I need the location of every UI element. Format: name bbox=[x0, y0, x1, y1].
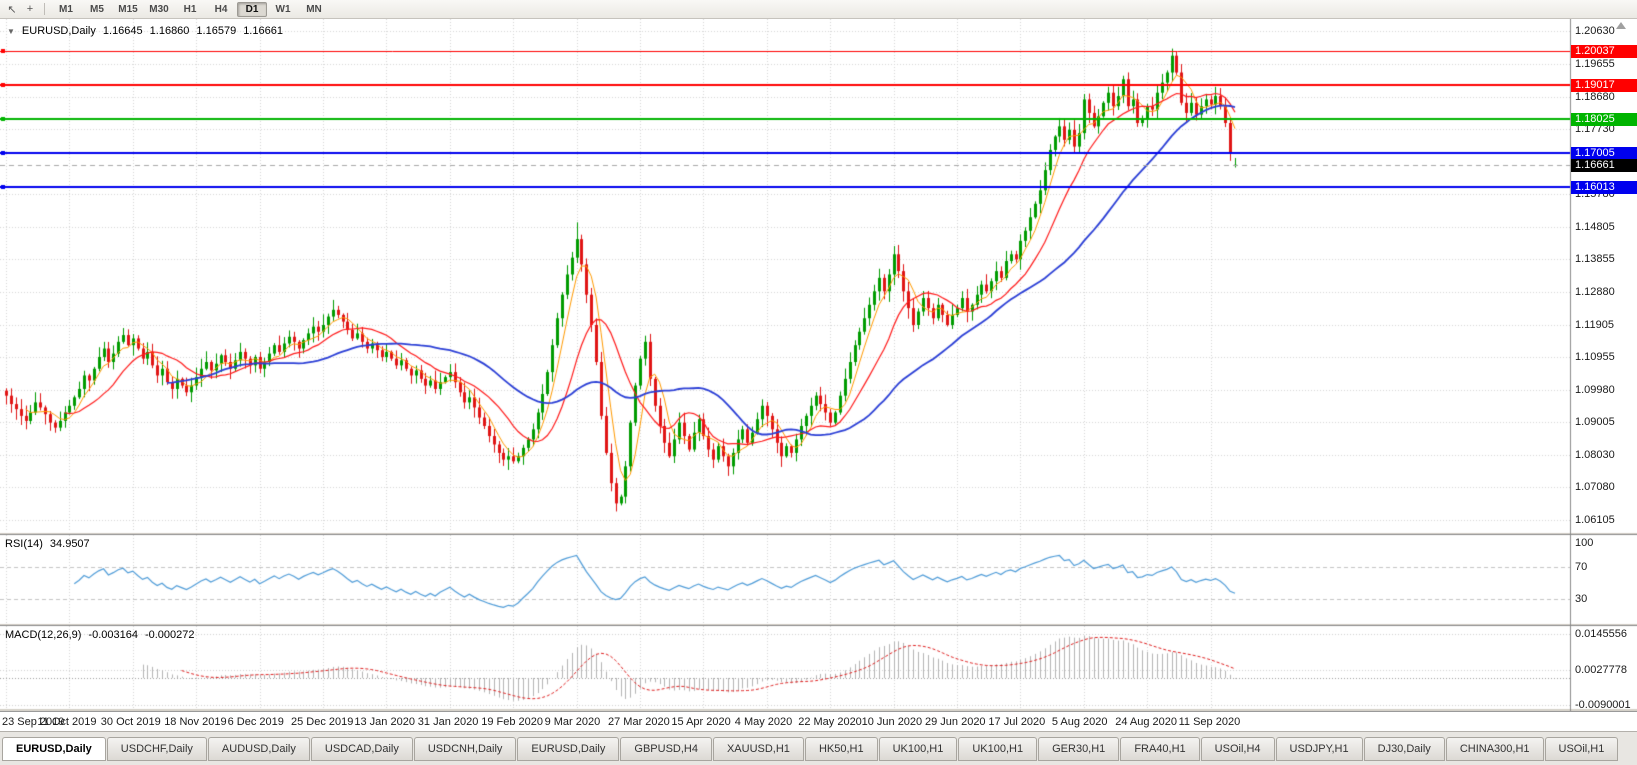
timeframe-w1-button[interactable]: W1 bbox=[275, 3, 291, 15]
price-tick-label: 1.18680 bbox=[1575, 90, 1615, 103]
chart-tab-eurusd-daily[interactable]: EURUSD,Daily bbox=[2, 736, 106, 761]
chart-tab-uk100-h1[interactable]: UK100,H1 bbox=[958, 736, 1038, 761]
price-tick-label: 1.10955 bbox=[1575, 350, 1615, 363]
date-tick-label: 29 Jun 2020 bbox=[925, 716, 986, 728]
price-tick-label: 1.13855 bbox=[1575, 253, 1615, 266]
date-tick-label: 4 May 2020 bbox=[734, 716, 793, 728]
ohlc-open-value: 1.16645 bbox=[102, 25, 143, 37]
timeframe-mn-button[interactable]: MN bbox=[306, 3, 322, 15]
date-tick-label: 31 Jan 2020 bbox=[417, 716, 479, 728]
timeframe-h1-button[interactable]: H1 bbox=[183, 3, 197, 15]
timeframe-m1-button[interactable]: M1 bbox=[59, 3, 73, 15]
chart-tab-usdcad-daily[interactable]: USDCAD,Daily bbox=[310, 736, 413, 761]
hline-price-flag: 1.16013 bbox=[1571, 180, 1637, 194]
rsi-value: 34.9507 bbox=[49, 538, 90, 550]
date-tick-label: 23 Sep 2019 bbox=[2, 716, 65, 728]
macd-indicator-label: MACD(12,26,9) -0.003164 -0.000272 bbox=[5, 629, 195, 641]
time-axis[interactable]: 23 Sep 2019 11 Oct 2019 30 Oct 2019 18 Nov … bbox=[0, 711, 1637, 731]
timeframe-d1-button[interactable]: D1 bbox=[237, 1, 267, 17]
chart-tab-gbpusd-h4[interactable]: GBPUSD,H4 bbox=[620, 736, 712, 761]
chart-tab-usdcnh-daily[interactable]: USDCNH,Daily bbox=[413, 736, 517, 761]
hline-price-flag: 1.19017 bbox=[1571, 79, 1637, 93]
price-tick-label: 1.11905 bbox=[1575, 318, 1614, 331]
hline-price-flag: 1.18025 bbox=[1571, 112, 1637, 126]
macd-tick-label: 0.0027778 bbox=[1575, 663, 1627, 676]
ohlc-close-value: 1.16661 bbox=[243, 25, 283, 37]
date-tick-label: 6 Dec 2019 bbox=[227, 716, 284, 728]
date-tick-label: 22 May 2020 bbox=[798, 716, 862, 728]
date-tick-label: 11 Oct 2019 bbox=[37, 716, 97, 728]
date-tick-label: 24 Aug 2020 bbox=[1115, 716, 1177, 728]
date-tick-label: 10 Jun 2020 bbox=[861, 716, 923, 728]
date-tick-label: 5 Aug 2020 bbox=[1051, 716, 1108, 728]
chart-tab-usoil-h4[interactable]: USOil,H4 bbox=[1200, 736, 1275, 761]
chart-tab-bar: EURUSD,Daily USDCHF,Daily AUDUSD,Daily USDC… bbox=[0, 731, 1637, 765]
rsi-tick-label: 30 bbox=[1575, 593, 1588, 605]
crosshair-icon[interactable]: + bbox=[26, 3, 34, 15]
rsi-indicator-label: RSI(14) 34.9507 bbox=[5, 538, 90, 550]
hline-price-flag: 1.17005 bbox=[1571, 147, 1637, 161]
macd-title: MACD(12,26,9) bbox=[5, 629, 82, 641]
chart-info: ▼ EURUSD,Daily 1.16645 1.16860 1.16579 1… bbox=[7, 25, 283, 37]
date-tick-label: 25 Dec 2019 bbox=[291, 716, 354, 728]
ohlc-high-value: 1.16860 bbox=[149, 25, 190, 37]
chart-tab-xauusd-h1[interactable]: XAUUSD,H1 bbox=[712, 736, 804, 761]
cursor-icon[interactable]: ↖ bbox=[7, 3, 17, 16]
price-tick-label: 1.09980 bbox=[1575, 383, 1615, 396]
chart-area: ▼ EURUSD,Daily 1.16645 1.16860 1.16579 1… bbox=[0, 19, 1637, 711]
price-tick-label: 1.07080 bbox=[1575, 481, 1615, 494]
date-tick-label: 15 Apr 2020 bbox=[671, 716, 731, 728]
current-price-flag: 1.16661 bbox=[1571, 158, 1637, 172]
chart-tab-fra40-h1[interactable]: FRA40,H1 bbox=[1120, 736, 1200, 761]
price-tick-label: 1.06105 bbox=[1575, 514, 1615, 527]
rsi-tick-label: 100 bbox=[1575, 537, 1594, 549]
rsi-tick-label: 70 bbox=[1575, 561, 1588, 573]
chart-tab-uk100-h1[interactable]: UK100,H1 bbox=[878, 736, 958, 761]
date-tick-label: 27 Mar 2020 bbox=[608, 716, 670, 728]
timeframe-buttons: M1 M5 M15 M30 H1 H4 D1 W1 MN bbox=[51, 1, 330, 17]
date-tick-label: 13 Jan 2020 bbox=[354, 716, 415, 728]
price-tick-label: 1.20630 bbox=[1575, 25, 1615, 38]
chart-tab-ger30-h1[interactable]: GER30,H1 bbox=[1038, 736, 1120, 761]
price-tick-label: 1.09005 bbox=[1575, 416, 1615, 429]
date-tick-label: 17 Jul 2020 bbox=[988, 716, 1046, 728]
chart-tab-usoil-h1[interactable]: USOil,H1 bbox=[1544, 736, 1619, 761]
hline-price-flag: 1.20037 bbox=[1571, 45, 1637, 59]
timeframe-m5-button[interactable]: M5 bbox=[90, 3, 104, 15]
chart-tab-eurusd-daily[interactable]: EURUSD,Daily bbox=[517, 736, 620, 761]
chart-tab-dj30-daily[interactable]: DJ30,Daily bbox=[1363, 736, 1445, 761]
macd-main-value: -0.003164 bbox=[88, 629, 138, 641]
macd-tick-label: 0.0145556 bbox=[1575, 628, 1627, 641]
price-tick-label: 1.08030 bbox=[1575, 449, 1615, 462]
date-tick-label: 9 Mar 2020 bbox=[544, 716, 601, 728]
price-chart-canvas[interactable] bbox=[0, 19, 1637, 711]
chart-tab-audusd-daily[interactable]: AUDUSD,Daily bbox=[207, 736, 310, 761]
date-tick-label: 18 Nov 2019 bbox=[164, 716, 227, 728]
toolbar-separator bbox=[44, 3, 45, 15]
timeframe-toolbar: ↖ + M1 M5 M15 M30 H1 H4 D1 W1 MN bbox=[0, 0, 1637, 19]
date-tick-label: 30 Oct 2019 bbox=[100, 716, 161, 728]
macd-signal-value: -0.000272 bbox=[144, 629, 195, 641]
date-tick-label: 11 Sep 2020 bbox=[1178, 716, 1241, 728]
timeframe-m15-button[interactable]: M15 bbox=[118, 3, 138, 15]
chart-tab-china300-h1[interactable]: CHINA300,H1 bbox=[1445, 736, 1544, 761]
collapse-chart-icon[interactable]: ▼ bbox=[7, 26, 15, 36]
timeframe-m30-button[interactable]: M30 bbox=[149, 3, 169, 15]
ohlc-low-value: 1.16579 bbox=[196, 25, 237, 37]
price-tick-label: 1.12880 bbox=[1575, 285, 1615, 298]
macd-tick-label: -0.0090001 bbox=[1575, 699, 1631, 712]
price-tick-label: 1.14805 bbox=[1575, 221, 1615, 234]
symbol-period-label: EURUSD,Daily bbox=[21, 25, 96, 37]
chart-shift-marker[interactable] bbox=[1616, 22, 1626, 29]
price-tick-label: 1.19655 bbox=[1575, 57, 1615, 70]
rsi-title: RSI(14) bbox=[5, 538, 43, 550]
chart-tab-usdjpy-h1[interactable]: USDJPY,H1 bbox=[1275, 736, 1363, 761]
date-tick-label: 19 Feb 2020 bbox=[481, 716, 543, 728]
chart-tab-usdchf-daily[interactable]: USDCHF,Daily bbox=[106, 736, 207, 761]
chart-tab-hk50-h1[interactable]: HK50,H1 bbox=[804, 736, 878, 761]
timeframe-h4-button[interactable]: H4 bbox=[214, 3, 228, 15]
